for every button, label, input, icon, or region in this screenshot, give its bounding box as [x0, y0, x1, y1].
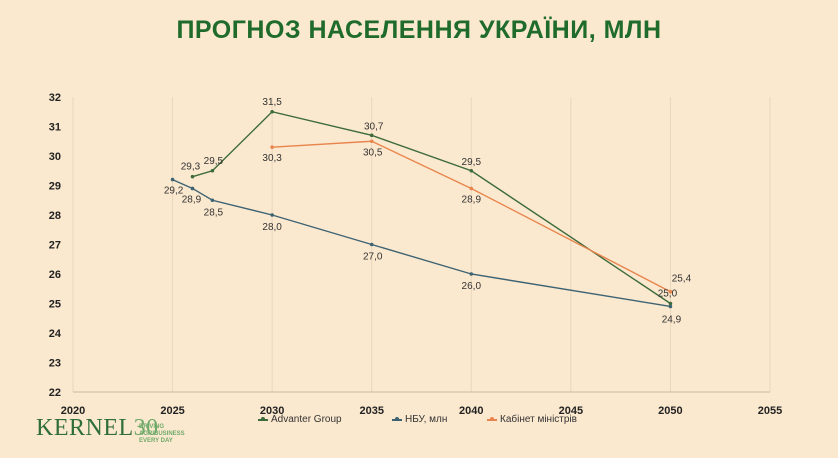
kernel-logo: KERNEL30	[36, 415, 159, 442]
logo-brand: KERNEL	[36, 415, 134, 441]
data-label: 29,3	[181, 162, 201, 173]
data-point	[469, 186, 474, 191]
data-label: 24,9	[662, 314, 682, 325]
x-tick-label: 2045	[559, 405, 583, 417]
data-point	[210, 168, 215, 173]
legend-item: НБУ, млн	[392, 414, 447, 425]
data-label: 29,5	[462, 157, 482, 168]
legend-marker	[490, 416, 494, 421]
data-label: 26,0	[462, 281, 482, 292]
series-line	[272, 140, 671, 293]
tagline-line: DRIVING	[139, 424, 165, 430]
legend-label: Кабінет міністрів	[500, 414, 577, 425]
y-tick-label: 31	[49, 122, 61, 134]
x-tick-label: 2035	[359, 405, 383, 417]
x-tick-label: 2040	[459, 405, 483, 417]
data-label: 28,5	[204, 207, 224, 218]
logo-tagline: DRIVING AGRIBUSINESS EVERY DAY	[139, 424, 185, 445]
legend-item: Advanter Group	[258, 414, 342, 425]
data-point	[270, 213, 274, 217]
legend-swatch	[487, 416, 497, 421]
data-point	[190, 186, 195, 191]
data-label: 28,0	[262, 222, 282, 233]
y-tick-label: 28	[49, 210, 61, 222]
y-tick-label: 22	[49, 387, 61, 399]
axes: 2020 2025 2030 2035 2040 2045 2050 2055 22 23 24 25…	[49, 92, 782, 417]
x-tick-label: 2055	[758, 405, 782, 417]
data-point	[369, 133, 374, 138]
data-label: 30,3	[262, 153, 282, 164]
y-tick-label: 25	[49, 299, 61, 311]
y-tick-label: 29	[49, 181, 61, 193]
data-label: 30,7	[364, 121, 384, 132]
legend-swatch	[392, 416, 402, 421]
data-label: 29,2	[164, 186, 184, 197]
data-label: 25,0	[658, 289, 678, 300]
y-tick-label: 26	[49, 269, 61, 281]
tagline-line: EVERY DAY	[139, 438, 173, 444]
legend-marker	[261, 416, 265, 421]
data-label: 29,5	[204, 156, 224, 167]
data-point	[469, 168, 474, 173]
data-point	[270, 145, 274, 149]
x-tick-label: 2030	[260, 405, 284, 417]
data-point	[369, 242, 374, 247]
y-tick-label: 30	[49, 151, 61, 163]
series-line	[172, 178, 671, 308]
grid-lines	[72, 97, 771, 392]
data-label: 27,0	[363, 252, 383, 263]
x-tick-label: 2050	[658, 405, 682, 417]
y-tick-label: 27	[49, 240, 61, 252]
data-point	[668, 301, 673, 306]
legend-marker	[395, 416, 399, 421]
data-point	[369, 139, 374, 144]
data-labels: 29,329,531,530,729,525,029,228,928,528,0…	[164, 97, 692, 326]
data-label: 28,9	[462, 194, 482, 205]
chart-title: ПРОГНОЗ НАСЕЛЕННЯ УКРАЇНИ, МЛН	[176, 16, 662, 44]
data-label: 30,5	[363, 147, 383, 158]
data-label: 31,5	[262, 97, 282, 108]
series-line	[192, 110, 671, 305]
data-label: 28,9	[182, 194, 202, 205]
y-tick-label: 23	[49, 358, 61, 370]
series-group	[170, 109, 673, 309]
data-label: 25,4	[672, 274, 692, 285]
data-point	[170, 177, 175, 182]
tagline-line: AGRIBUSINESS	[139, 431, 185, 437]
legend-swatch	[258, 416, 268, 421]
logo-number: 30	[133, 415, 159, 441]
x-tick-label: 2020	[61, 405, 85, 417]
data-point	[469, 272, 474, 276]
legend-label: Advanter Group	[271, 414, 342, 425]
data-point	[270, 109, 274, 114]
legend-item: Кабінет міністрів	[487, 414, 577, 425]
legend-label: НБУ, млн	[405, 414, 448, 425]
data-point	[210, 198, 215, 203]
x-tick-label: 2025	[160, 405, 184, 417]
data-point	[190, 174, 195, 179]
data-point	[668, 289, 673, 294]
y-tick-label: 24	[49, 328, 62, 340]
data-point	[668, 304, 673, 309]
y-tick-label: 32	[49, 92, 61, 104]
